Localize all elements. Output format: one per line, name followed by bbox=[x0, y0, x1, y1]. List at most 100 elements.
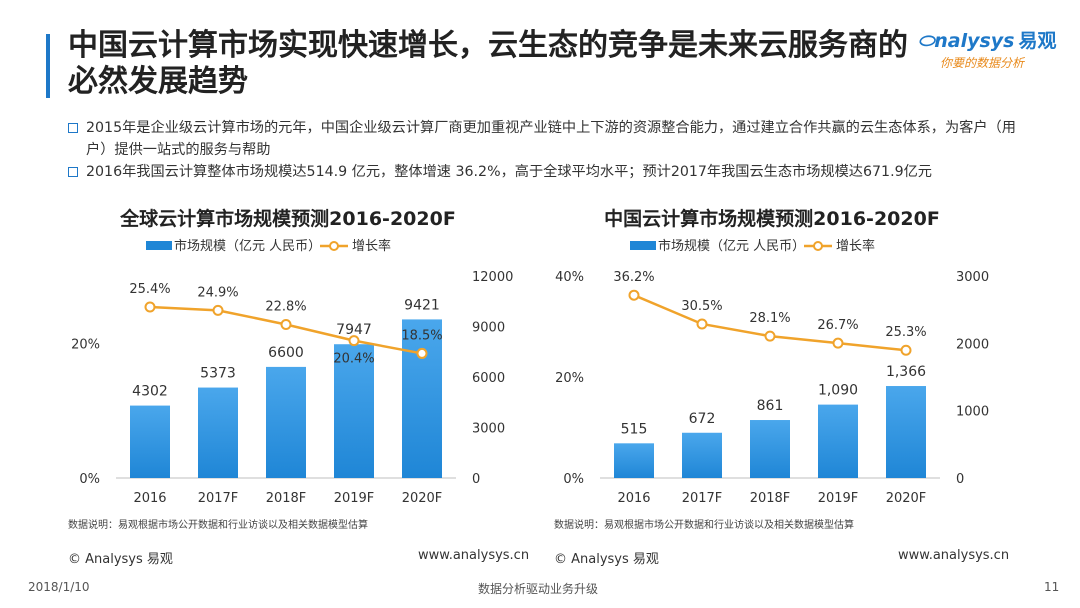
bullet-text: 2016年我国云计算整体市场规模达514.9 亿元，整体增速 36.2%，高于全… bbox=[86, 164, 932, 180]
logo-a-icon: ⬭ bbox=[918, 30, 935, 52]
growth-rate-label: 36.2% bbox=[613, 270, 654, 285]
bar-value-label: 515 bbox=[621, 421, 648, 437]
footer-center-text: 数据分析驱动业务升级 bbox=[478, 582, 599, 596]
bar-value-label: 4302 bbox=[132, 384, 168, 400]
chart-canvas: 市场规模（亿元 人民币） 增长率 0% 20% 0 3000 6000 9000 12000 43… bbox=[71, 238, 513, 506]
slide-title: 中国云计算市场实现快速增长，云生态的竞争是未来云服务商的必然发展趋势 bbox=[68, 28, 908, 99]
square-bullet-icon bbox=[68, 167, 78, 177]
footer-date: 2018/1/10 bbox=[28, 580, 90, 594]
bar bbox=[750, 420, 790, 478]
data-note: 数据说明：易观根据市场公开数据和行业访谈以及相关数据模型估算 bbox=[68, 520, 368, 531]
legend-bar-swatch bbox=[146, 241, 172, 250]
chart-legend: 市场规模（亿元 人民币） 增长率 bbox=[146, 238, 391, 254]
bar bbox=[614, 443, 654, 478]
bar-value-label: 1,366 bbox=[886, 364, 926, 380]
bar bbox=[334, 344, 374, 478]
bar bbox=[682, 432, 722, 478]
growth-rate-label: 30.5% bbox=[681, 299, 722, 314]
growth-rate-label: 18.5% bbox=[401, 328, 442, 343]
growth-rate-label: 20.4% bbox=[333, 352, 374, 367]
bar bbox=[818, 404, 858, 478]
bar-value-label: 1,090 bbox=[818, 383, 858, 399]
x-tick-label: 2016 bbox=[133, 491, 166, 506]
growth-rate-point bbox=[764, 330, 776, 342]
x-tick-label: 2016 bbox=[617, 491, 650, 506]
y-right-tick-label: 3000 bbox=[956, 270, 989, 285]
bar bbox=[266, 366, 306, 478]
growth-rate-point bbox=[280, 318, 292, 330]
logo-slogan: 你要的数据分析 bbox=[940, 56, 1025, 70]
y-right-tick-label: 0 bbox=[956, 472, 964, 487]
y-right-tick-label: 0 bbox=[472, 472, 480, 487]
bullet-item: 2015年是企业级云计算市场的元年，中国企业级云计算厂商更加重视产业链中上下游的… bbox=[68, 117, 1018, 161]
y-right-tick-label: 6000 bbox=[472, 371, 505, 386]
y-right-tick-label: 12000 bbox=[472, 270, 513, 285]
growth-rate-point bbox=[696, 318, 708, 330]
chart-canvas: 市场规模（亿元 人民币） 增长率 0% 20% 40% 0 1000 2000 3000 515 2… bbox=[555, 238, 989, 506]
legend-bar-label: 市场规模（亿元 人民币） bbox=[658, 238, 805, 254]
x-tick-label: 2018F bbox=[266, 491, 307, 506]
y-right-tick-label: 3000 bbox=[472, 422, 505, 437]
website-text: www.analysys.cn bbox=[898, 548, 1010, 563]
growth-rate-point bbox=[628, 289, 640, 301]
x-tick-label: 2017F bbox=[682, 491, 723, 506]
growth-rate-label: 26.7% bbox=[817, 318, 858, 333]
x-tick-label: 2017F bbox=[198, 491, 239, 506]
bullet-item: 2016年我国云计算整体市场规模达514.9 亿元，整体增速 36.2%，高于全… bbox=[68, 161, 1018, 183]
growth-rate-point bbox=[900, 344, 912, 356]
bar bbox=[402, 319, 442, 478]
bar-value-label: 861 bbox=[757, 398, 784, 414]
growth-rate-label: 25.3% bbox=[885, 325, 926, 340]
legend-bar-label: 市场规模（亿元 人民币） bbox=[174, 238, 321, 254]
growth-rate-label: 25.4% bbox=[129, 282, 170, 297]
square-bullet-icon bbox=[68, 123, 78, 133]
page-number: 11 bbox=[1044, 580, 1060, 594]
china-cloud-market-chart: 中国云计算市场规模预测2016-2020F 市场规模（亿元 人民币） 增长率 0% 2… bbox=[532, 198, 1012, 538]
bar-value-label: 9421 bbox=[404, 297, 440, 313]
growth-rate-point bbox=[144, 301, 156, 313]
y-left-tick-label: 0% bbox=[79, 472, 100, 487]
x-tick-label: 2020F bbox=[402, 491, 443, 506]
chart-title: 中国云计算市场规模预测2016-2020F bbox=[604, 208, 940, 230]
x-tick-label: 2019F bbox=[334, 491, 375, 506]
logo-cn-text: 易观 bbox=[1018, 30, 1057, 52]
y-right-tick-label: 1000 bbox=[956, 405, 989, 420]
bar-value-label: 6600 bbox=[268, 345, 304, 361]
global-cloud-market-chart: 全球云计算市场规模预测2016-2020F 市场规模（亿元 人民币） 增长率 0% 2… bbox=[48, 198, 528, 538]
y-left-tick-label: 20% bbox=[555, 371, 584, 386]
bar bbox=[130, 405, 170, 478]
growth-rate-point bbox=[832, 337, 844, 349]
y-left-tick-label: 20% bbox=[71, 337, 100, 352]
growth-rate-label: 22.8% bbox=[265, 299, 306, 314]
x-tick-label: 2019F bbox=[818, 491, 859, 506]
legend-bar-swatch bbox=[630, 241, 656, 250]
bar bbox=[198, 387, 238, 478]
copyright-text: © Analysys 易观 bbox=[554, 552, 659, 567]
logo-main-text: nalysys bbox=[934, 30, 1015, 52]
x-tick-label: 2018F bbox=[750, 491, 791, 506]
bar-value-label: 5373 bbox=[200, 366, 236, 382]
y-left-tick-label: 40% bbox=[555, 270, 584, 285]
legend-line-label: 增长率 bbox=[836, 238, 875, 254]
analysys-logo: ⬭nalysys 易观 你要的数据分析 bbox=[918, 26, 1068, 70]
bullet-list: 2015年是企业级云计算市场的元年，中国企业级云计算厂商更加重视产业链中上下游的… bbox=[68, 117, 1018, 183]
bar bbox=[886, 386, 926, 478]
logo-wordmark: ⬭nalysys 易观 bbox=[918, 26, 1068, 53]
growth-rate-point bbox=[212, 304, 224, 316]
data-note: 数据说明：易观根据市场公开数据和行业访谈以及相关数据模型估算 bbox=[554, 520, 854, 531]
growth-rate-point bbox=[416, 347, 428, 359]
x-tick-label: 2020F bbox=[886, 491, 927, 506]
y-left-tick-label: 0% bbox=[563, 472, 584, 487]
y-right-tick-label: 2000 bbox=[956, 337, 989, 352]
growth-rate-label: 28.1% bbox=[749, 311, 790, 326]
website-text: www.analysys.cn bbox=[418, 548, 530, 563]
bullet-text: 2015年是企业级云计算市场的元年，中国企业级云计算厂商更加重视产业链中上下游的… bbox=[86, 120, 1016, 158]
legend-line-marker bbox=[329, 241, 339, 251]
legend-line-marker bbox=[813, 241, 823, 251]
copyright-text: © Analysys 易观 bbox=[68, 552, 173, 567]
chart-title: 全球云计算市场规模预测2016-2020F bbox=[120, 208, 456, 230]
y-right-tick-label: 9000 bbox=[472, 321, 505, 336]
title-accent-bar bbox=[46, 34, 50, 98]
legend-line-label: 增长率 bbox=[352, 238, 391, 254]
growth-rate-label: 24.9% bbox=[197, 285, 238, 300]
